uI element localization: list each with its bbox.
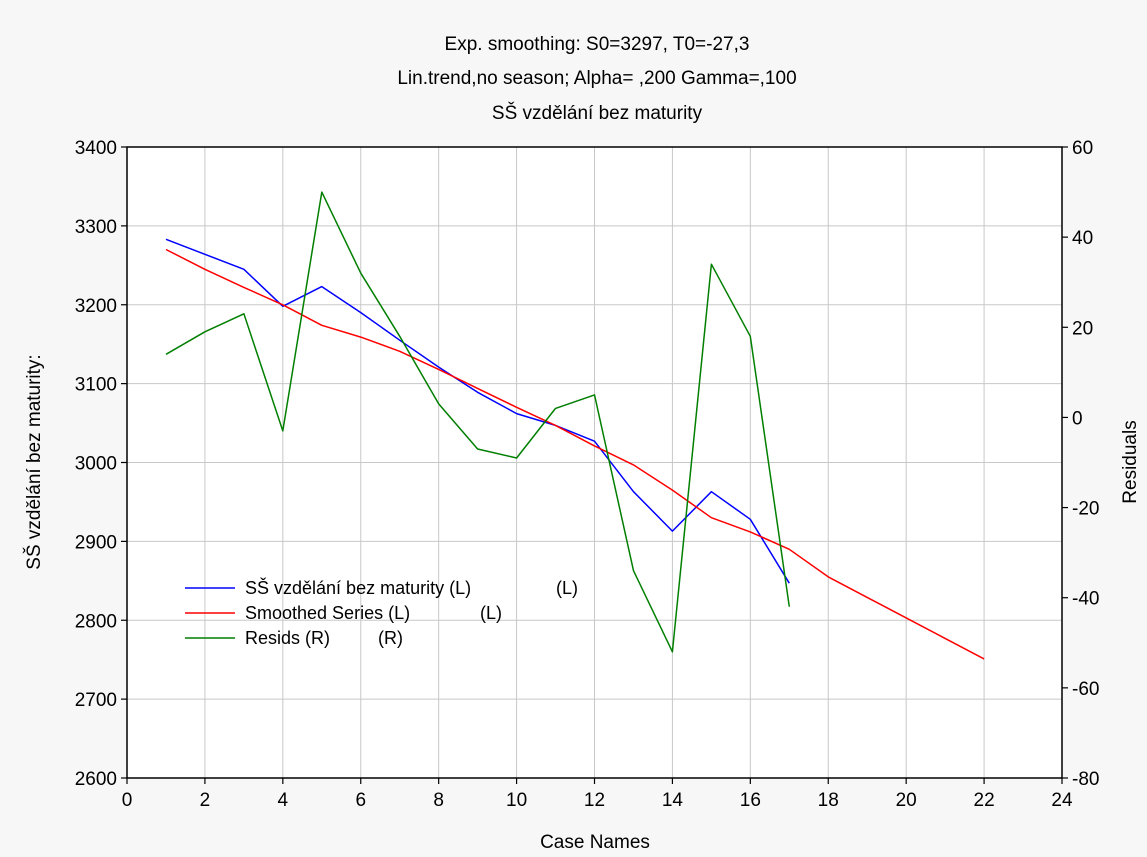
y-left-tick-label: 3000 [75, 454, 117, 475]
x-tick-label: 12 [584, 790, 605, 811]
y-right-tick-label: 60 [1072, 138, 1093, 159]
x-tick-label: 22 [974, 790, 995, 811]
axis-ticks: 0 2 4 6 8 10 12 14 16 18 20 22 242600270028002900300… [75, 138, 1100, 811]
legend: SŠ vzdělání bez maturity (L) (L) Smoothed … [185, 577, 578, 648]
legend-suffix-1: (L) [556, 578, 578, 598]
legend-label-3: Resids (R) [245, 628, 330, 648]
title-line-3: SŠ vzdělání bez maturity [492, 102, 703, 124]
y-right-tick-label: -60 [1072, 679, 1099, 700]
x-tick-label: 24 [1051, 790, 1073, 811]
x-tick-label: 16 [740, 790, 761, 811]
y-left-tick-label: 3400 [75, 138, 117, 159]
x-tick-label: 18 [818, 790, 839, 811]
y-right-tick-label: 40 [1072, 228, 1093, 249]
x-tick-label: 0 [122, 790, 133, 811]
x-tick-label: 20 [896, 790, 917, 811]
y-right-tick-label: 20 [1072, 318, 1093, 339]
x-tick-label: 10 [506, 790, 527, 811]
y-left-tick-label: 2700 [75, 690, 117, 711]
legend-label-2: Smoothed Series (L) [245, 603, 410, 623]
y-left-tick-label: 2800 [75, 611, 117, 632]
y-left-tick-label: 3300 [75, 217, 117, 238]
x-tick-label: 6 [355, 790, 366, 811]
y-right-tick-label: -40 [1072, 589, 1099, 610]
title-line-2: Lin.trend,no season; Alpha= ,200 Gamma=,… [397, 68, 796, 89]
legend-suffix-3: (R) [378, 628, 403, 648]
x-tick-label: 8 [433, 790, 444, 811]
y-left-tick-label: 2900 [75, 532, 117, 553]
x-tick-label: 2 [200, 790, 211, 811]
x-axis-label: Case Names [540, 832, 650, 853]
y-right-tick-label: 0 [1072, 408, 1083, 429]
title-line-1: Exp. smoothing: S0=3297, T0=-27,3 [445, 34, 750, 55]
y-left-tick-label: 2600 [75, 769, 117, 790]
series-line-3 [165, 191, 791, 653]
x-tick-label: 14 [662, 790, 684, 811]
y-right-tick-label: -80 [1072, 769, 1099, 790]
y-right-tick-label: -20 [1072, 499, 1099, 520]
legend-label-1: SŠ vzdělání bez maturity (L) [245, 577, 471, 598]
y-left-tick-label: 3200 [75, 296, 117, 317]
legend-suffix-2: (L) [480, 603, 502, 623]
x-tick-label: 4 [278, 790, 289, 811]
series-lines [165, 191, 985, 660]
grid [127, 147, 1062, 778]
y-axis-label-right: Residuals [1120, 420, 1141, 503]
y-axis-label-left: SŠ vzdělání bez maturity: [23, 354, 45, 569]
y-left-tick-label: 3100 [75, 375, 117, 396]
chart-title: Exp. smoothing: S0=3297, T0=-27,3 Lin.tr… [397, 34, 796, 124]
